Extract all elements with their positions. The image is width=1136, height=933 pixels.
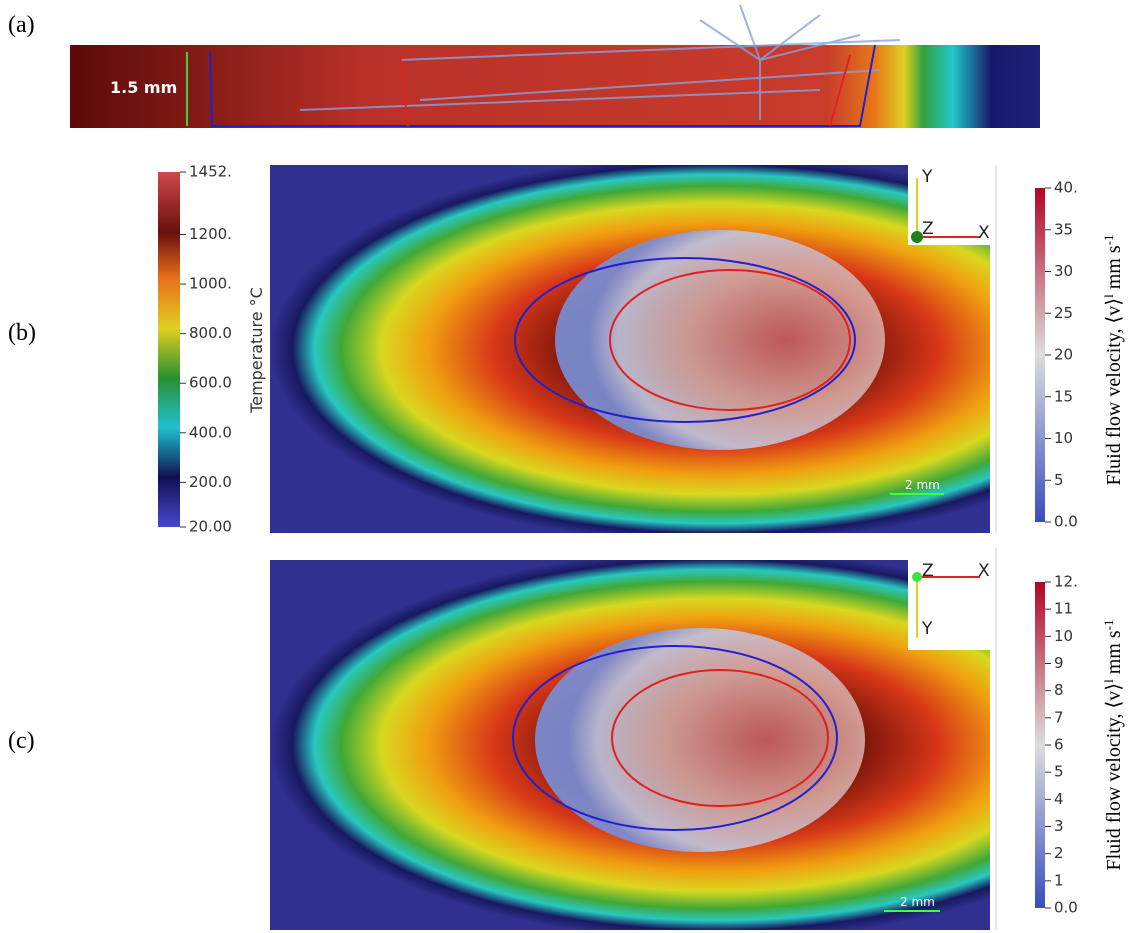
axes-triad: Y Z X <box>908 165 990 245</box>
boundary <box>611 669 829 807</box>
colorbar <box>1035 188 1045 522</box>
panel-label: (a) <box>8 12 35 38</box>
colorbar-tick-label: 0.0 <box>1054 513 1078 531</box>
flow-arrows <box>555 230 885 450</box>
axis-label: X <box>978 223 990 243</box>
colorbar-tick-label: 20 <box>1054 346 1073 364</box>
scale-label: 1.5 mm <box>110 78 177 97</box>
strip-image <box>70 45 1040 128</box>
arrows-a <box>299 4 901 120</box>
colorbar-tick-label: 200.0 <box>189 473 232 491</box>
title-part: l <box>1101 294 1116 298</box>
scale-label: 2 mm <box>905 478 940 492</box>
colorbar-tick-label: 15 <box>1054 387 1073 405</box>
colorbar <box>158 172 180 527</box>
colorbar-tick-label: 25 <box>1054 304 1073 322</box>
colorbar-tick-label: 7 <box>1054 708 1064 726</box>
axis-label: X <box>978 561 990 581</box>
axis-label: Y <box>921 619 933 639</box>
colorbar-tick-label: 12. <box>1054 573 1078 591</box>
colorbar-tick-label: 10 <box>1054 627 1073 645</box>
boundary <box>209 44 876 127</box>
colorbar-title: Temperature °C <box>247 287 266 414</box>
title-part: mm s <box>1103 245 1125 294</box>
colorbar-tick-label: 11 <box>1054 600 1073 618</box>
colorbar-tick-label: 8 <box>1054 681 1064 699</box>
axes-triad: Z X Y <box>908 560 990 650</box>
axis-label: Y <box>921 167 933 187</box>
title-part: Fluid flow velocity, ⟨v⟩ <box>1103 298 1125 486</box>
colorbar-tick-label: 1200. <box>189 225 232 243</box>
scale-label: 2 mm <box>900 895 935 909</box>
colorbar-tick-label: 400.0 <box>189 423 232 441</box>
colorbar-tick-label: 1452. <box>189 163 232 181</box>
title-part: -1 <box>1101 234 1116 245</box>
panel-label: (b) <box>8 320 36 346</box>
colorbar-tick-label: 20.00 <box>189 518 232 536</box>
colorbar-tick-label: 0.0 <box>1054 899 1078 917</box>
panel-label: (c) <box>8 728 35 754</box>
colorbar-tick-label: 9 <box>1054 654 1064 672</box>
colorbar-title: Fluid flow velocity, ⟨v⟩l mm s-1 <box>1101 234 1126 485</box>
colorbar-tick-label: 1000. <box>189 275 232 293</box>
colorbar-tick-label: 5 <box>1054 763 1064 781</box>
colorbar-tick-label: 2 <box>1054 844 1064 862</box>
boundary <box>399 54 851 127</box>
colorbar-tick-label: 4 <box>1054 790 1064 808</box>
colorbar-tick-label: 35 <box>1054 220 1073 238</box>
colorbar-title: Fluid flow velocity, ⟨v⟩l mm s-1 <box>1101 619 1126 870</box>
colorbar-tick-label: 6 <box>1054 736 1064 754</box>
axis-label: Z <box>922 561 934 581</box>
title-part: -1 <box>1101 619 1116 630</box>
flow-arrows <box>535 628 865 852</box>
title-part: Fluid flow velocity, ⟨v⟩ <box>1103 683 1125 871</box>
colorbar-tick-label: 1 <box>1054 871 1064 889</box>
colorbar-tick-label: 30 <box>1054 262 1073 280</box>
colorbar-tick-label: 40. <box>1054 179 1078 197</box>
colorbar <box>1035 582 1045 908</box>
colorbar-tick-label: 3 <box>1054 817 1064 835</box>
colorbar-tick-label: 800.0 <box>189 324 232 342</box>
colorbar-tick-label: 10 <box>1054 429 1073 447</box>
boundary <box>512 645 838 831</box>
colorbar-tick-label: 600.0 <box>189 374 232 392</box>
title-part: mm s <box>1103 630 1125 679</box>
axis-label: Z <box>922 219 934 239</box>
boundary <box>609 269 851 411</box>
boundary <box>514 257 856 423</box>
colorbar-tick-label: 5 <box>1054 471 1064 489</box>
title-part: l <box>1101 679 1116 683</box>
